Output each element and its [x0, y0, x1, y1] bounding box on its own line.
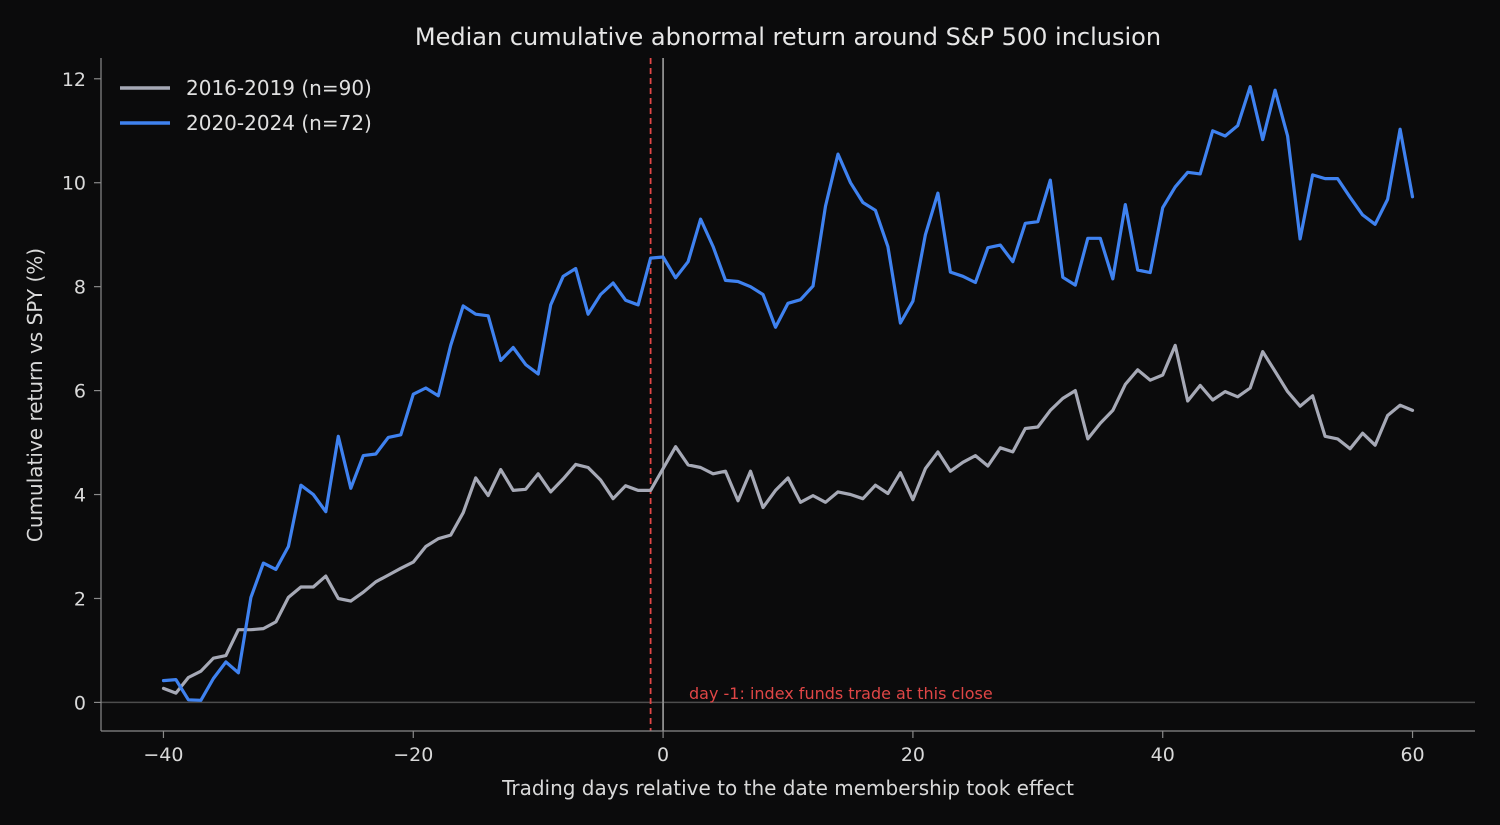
- chart-title: Median cumulative abnormal return around…: [415, 23, 1161, 51]
- x-tick-label: −20: [393, 744, 433, 766]
- y-tick-label: 0: [74, 692, 86, 714]
- legend: 2016-2019 (n=90) 2020-2024 (n=72): [120, 76, 372, 135]
- y-tick-label: 8: [74, 277, 86, 299]
- legend-label-2016-2019: 2016-2019 (n=90): [186, 76, 372, 100]
- x-tick-label: 20: [901, 744, 925, 766]
- legend-label-2020-2024: 2020-2024 (n=72): [186, 111, 372, 135]
- y-tick-label: 10: [62, 173, 86, 195]
- x-tick-label: −40: [143, 744, 183, 766]
- y-tick-label: 4: [74, 485, 86, 507]
- x-tick-label: 40: [1151, 744, 1175, 766]
- x-tick-label: 0: [657, 744, 669, 766]
- x-tick-label: 60: [1400, 744, 1424, 766]
- y-tick-label: 2: [74, 588, 86, 610]
- axes: −40 −20 0 20 40 60 0 2 4 6 8 10 12: [62, 58, 1475, 766]
- y-tick-label: 6: [74, 381, 86, 403]
- x-axis-label: Trading days relative to the date member…: [501, 776, 1074, 800]
- reference-lines: [101, 58, 1475, 731]
- series-line-2020-2024: [161, 84, 1415, 702]
- series-line-2016-2019: [161, 343, 1415, 695]
- y-axis-label: Cumulative return vs SPY (%): [23, 248, 47, 542]
- annotation-index-funds: day -1: index funds trade at this close: [689, 684, 993, 703]
- y-tick-label: 12: [62, 69, 86, 91]
- series-layer: [161, 84, 1415, 702]
